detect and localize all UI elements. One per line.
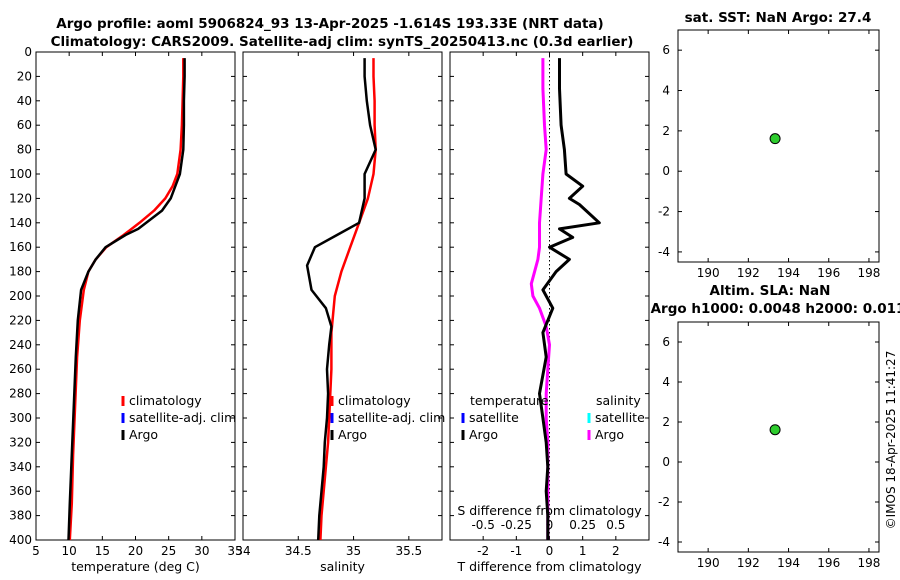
difference-s-tick-label: -0.25 bbox=[501, 518, 532, 532]
difference-s-tick-label: 0.5 bbox=[606, 518, 625, 532]
sla-x-tick-label: 196 bbox=[817, 556, 840, 570]
sst-x-tick-label: 194 bbox=[777, 266, 800, 280]
title-line-1: Argo profile: aoml 5906824_93 13-Apr-202… bbox=[56, 16, 603, 32]
temperature-y-tick-label: 80 bbox=[17, 143, 32, 157]
temperature-y-tick-label: 140 bbox=[9, 216, 32, 230]
temperature-y-tick-label: 360 bbox=[9, 484, 32, 498]
temperature-y-tick-label: 340 bbox=[9, 460, 32, 474]
sla-y-tick-label: 4 bbox=[662, 375, 670, 389]
sst-x-tick-label: 196 bbox=[817, 266, 840, 280]
difference-s-tick-label: -0.5 bbox=[471, 518, 494, 532]
temperature-y-tick-label: 60 bbox=[17, 118, 32, 132]
salinity-x-tick-label: 34.5 bbox=[285, 544, 312, 558]
temperature-x-tick-label: 15 bbox=[95, 544, 110, 558]
difference-s-argo-line bbox=[529, 58, 551, 540]
temperature-y-tick-label: 240 bbox=[9, 338, 32, 352]
sla-title-1: Altim. SLA: NaN bbox=[710, 283, 831, 299]
salinity-x-tick-label: 35 bbox=[346, 544, 361, 558]
temperature-argo-line bbox=[67, 58, 186, 541]
sst-x-tick-label: 198 bbox=[857, 266, 880, 280]
difference-x-tick-label: -1 bbox=[510, 544, 522, 558]
sst-y-tick-label: 4 bbox=[662, 84, 670, 98]
temperature-y-tick-label: 400 bbox=[9, 533, 32, 547]
difference-s-xlabel: S difference from climatology bbox=[457, 503, 642, 518]
temperature-climatology-line bbox=[68, 58, 185, 541]
sla-x-tick-label: 194 bbox=[777, 556, 800, 570]
temperature-y-tick-label: 20 bbox=[17, 69, 32, 83]
temperature-legend-0-label: climatology bbox=[129, 393, 202, 408]
sst-y-tick-label: -4 bbox=[658, 245, 670, 259]
sla-axes bbox=[677, 321, 880, 553]
sla-x-tick-label: 192 bbox=[737, 556, 760, 570]
salinity-argo-line bbox=[305, 58, 377, 541]
sla-y-tick-label: 2 bbox=[662, 415, 670, 429]
difference-s-tick-label: 0 bbox=[546, 518, 554, 532]
sst-y-tick-label: 6 bbox=[662, 43, 670, 57]
sst-point bbox=[769, 133, 781, 145]
timestamp: ©IMOS 18-Apr-2025 11:41:27 bbox=[884, 351, 898, 530]
sst-x-tick-label: 190 bbox=[697, 266, 720, 280]
temperature-y-tick-label: 200 bbox=[9, 289, 32, 303]
difference-x-tick-label: 2 bbox=[612, 544, 620, 558]
temperature-y-tick-label: 100 bbox=[9, 167, 32, 181]
difference-xlabel: T difference from climatology bbox=[456, 559, 642, 574]
temperature-y-tick-label: 180 bbox=[9, 265, 32, 279]
difference-legend-s-argo-label: Argo bbox=[595, 427, 624, 442]
temperature-x-tick-label: 30 bbox=[194, 544, 209, 558]
temperature-legend-1-label: satellite-adj. clim bbox=[129, 410, 236, 425]
sst-y-tick-label: -2 bbox=[658, 205, 670, 219]
temperature-y-tick-label: 220 bbox=[9, 313, 32, 327]
sla-y-tick-label: -2 bbox=[658, 495, 670, 509]
temperature-y-tick-label: 380 bbox=[9, 509, 32, 523]
temperature-y-tick-label: 120 bbox=[9, 191, 32, 205]
temperature-x-tick-label: 25 bbox=[161, 544, 176, 558]
difference-legend-t-header: temperature bbox=[470, 393, 549, 408]
sst-y-tick-label: 2 bbox=[662, 124, 670, 138]
sst-title: sat. SST: NaN Argo: 27.4 bbox=[685, 10, 872, 26]
difference-legend-s-header: salinity bbox=[596, 393, 641, 408]
difference-t-argo-line bbox=[538, 58, 601, 540]
temperature-y-tick-label: 300 bbox=[9, 411, 32, 425]
salinity-x-tick-label: 34 bbox=[235, 544, 250, 558]
temperature-y-tick-label: 0 bbox=[24, 45, 32, 59]
salinity-xlabel: salinity bbox=[320, 559, 365, 574]
sst-axes bbox=[677, 29, 880, 263]
temperature-y-tick-label: 40 bbox=[17, 94, 32, 108]
temperature-y-tick-label: 280 bbox=[9, 387, 32, 401]
sst-x-tick-label: 192 bbox=[737, 266, 760, 280]
salinity-legend-1-label: satellite-adj. clim bbox=[338, 410, 445, 425]
sla-title-2: Argo h1000: 0.0048 h2000: 0.011 bbox=[651, 301, 900, 317]
salinity-axes bbox=[242, 51, 443, 541]
sst-y-tick-label: 0 bbox=[662, 164, 670, 178]
salinity-legend-2-label: Argo bbox=[338, 427, 367, 442]
temperature-xlabel: temperature (deg C) bbox=[71, 559, 200, 574]
temperature-x-tick-label: 10 bbox=[62, 544, 77, 558]
sla-x-tick-label: 198 bbox=[857, 556, 880, 570]
difference-legend-t-sat-label: satellite bbox=[469, 410, 519, 425]
temperature-y-tick-label: 320 bbox=[9, 435, 32, 449]
difference-legend-t-argo-label: Argo bbox=[469, 427, 498, 442]
temperature-legend-2-label: Argo bbox=[129, 427, 158, 442]
temperature-y-tick-label: 260 bbox=[9, 362, 32, 376]
temperature-x-tick-label: 5 bbox=[32, 544, 40, 558]
temperature-y-tick-label: 160 bbox=[9, 240, 32, 254]
salinity-x-tick-label: 35.5 bbox=[395, 544, 422, 558]
temperature-x-tick-label: 35 bbox=[227, 544, 242, 558]
sla-x-tick-label: 190 bbox=[697, 556, 720, 570]
sla-y-tick-label: 0 bbox=[662, 455, 670, 469]
difference-legend-s-sat-label: satellite bbox=[595, 410, 645, 425]
temperature-x-tick-label: 20 bbox=[128, 544, 143, 558]
difference-x-tick-label: 1 bbox=[579, 544, 587, 558]
salinity-legend-0-label: climatology bbox=[338, 393, 411, 408]
difference-s-tick-label: 0.25 bbox=[569, 518, 596, 532]
title-line-2: Climatology: CARS2009. Satellite-adj cli… bbox=[51, 34, 634, 50]
sla-y-tick-label: -4 bbox=[658, 535, 670, 549]
difference-x-tick-label: 0 bbox=[546, 544, 554, 558]
difference-x-tick-label: -2 bbox=[477, 544, 489, 558]
sla-point bbox=[769, 424, 781, 436]
sla-y-tick-label: 6 bbox=[662, 335, 670, 349]
temperature-axes bbox=[35, 51, 236, 541]
salinity-climatology-line bbox=[319, 58, 377, 541]
